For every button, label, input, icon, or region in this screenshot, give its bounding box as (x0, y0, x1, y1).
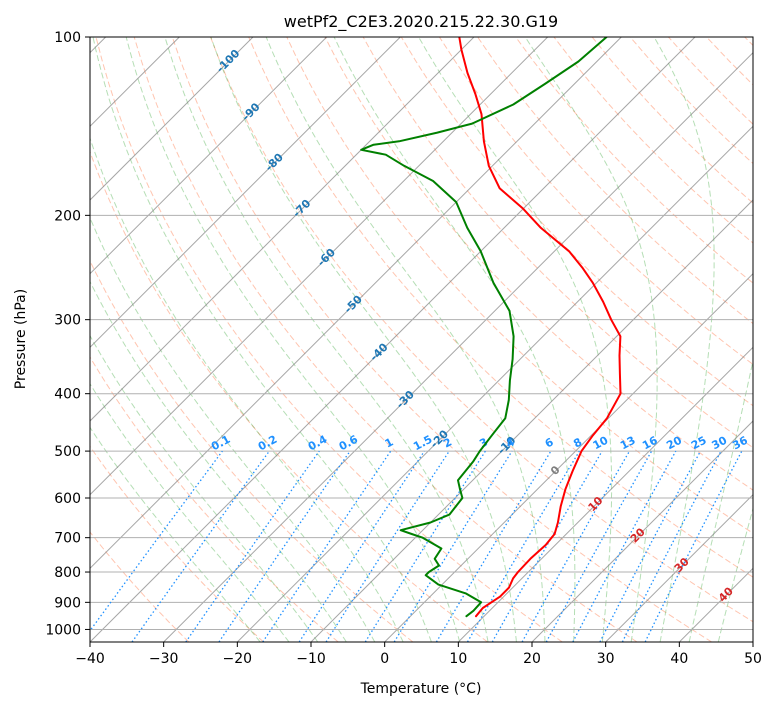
moist-adiabat (418, 37, 613, 642)
moist-adiabat (688, 358, 753, 642)
y-tick-label: 300 (54, 313, 81, 329)
mixing-ratio-line (644, 450, 743, 642)
dry-adiabat (90, 531, 190, 642)
moist-adiabat (90, 426, 261, 642)
isotherm-line (384, 272, 753, 642)
dry-adiabat (248, 37, 753, 578)
mixing-ratio-line (185, 450, 320, 642)
x-axis: −40 −30 −20 −10 0 10 20 30 40 50 (75, 642, 762, 667)
moist-adiabat (90, 136, 404, 642)
isotherm-line (90, 37, 254, 201)
mixing-ratio-line (393, 450, 513, 642)
dry-adiabat (90, 445, 264, 642)
y-axis: 100 200 300 400 500 600 700 800 900 1000 (45, 30, 90, 638)
x-axis-label: Temperature (°C) (360, 681, 482, 697)
moist-adiabat (210, 37, 517, 642)
mixing-ratio-line (131, 450, 270, 642)
mixing-ratio-line (572, 450, 677, 642)
isotherm-line (90, 37, 328, 275)
isotherm-line (163, 51, 753, 642)
x-tick-label: 10 (449, 651, 467, 667)
moist-adiabat (653, 37, 715, 642)
dry-adiabat (133, 37, 638, 642)
mixing-ratio-line (218, 450, 351, 642)
x-tick-label: −40 (75, 651, 105, 667)
dry-adiabat (210, 37, 753, 623)
moist-adiabat (90, 334, 319, 642)
moist-adiabat (164, 37, 489, 642)
mixing-ratio-line (521, 450, 631, 642)
moist-adiabat (524, 37, 658, 642)
dry-adiabat (515, 37, 753, 284)
isotherm-line (90, 37, 475, 422)
moist-adiabat (333, 37, 576, 642)
isotherm-line (605, 493, 753, 642)
y-tick-label: 1000 (45, 622, 81, 638)
x-tick-label: −20 (223, 651, 253, 667)
plot-frame (89, 36, 754, 643)
isotherm-line (90, 37, 401, 349)
x-tick-label: 40 (670, 651, 688, 667)
y-tick-label: 700 (54, 531, 81, 547)
x-tick-label: 20 (523, 651, 541, 667)
moist-adiabat (265, 37, 546, 642)
background-lines (90, 37, 753, 642)
x-tick-label: 0 (380, 651, 389, 667)
mixing-ratio-line (298, 450, 425, 642)
temperature-profile-line (458, 37, 622, 618)
moist-adiabat (125, 37, 461, 642)
isotherm-line (310, 199, 753, 642)
y-tick-label: 900 (54, 595, 81, 611)
isotherm-line (457, 346, 753, 642)
moist-adiabat (90, 280, 347, 642)
moist-adiabat (92, 37, 432, 642)
mixing-ratio-label: 10 (591, 433, 611, 452)
mixing-ratio-label: 16 (640, 434, 660, 453)
dry-adiabat (400, 37, 753, 407)
dry-adiabat (95, 37, 563, 642)
isotherm-line (90, 37, 696, 642)
dewpoint-profile-line (360, 37, 608, 618)
y-tick-label: 100 (54, 30, 81, 46)
dry-adiabat (90, 356, 339, 642)
x-tick-label: −30 (149, 651, 179, 667)
isotherm-line (90, 37, 549, 496)
mixing-ratio-label: 30 (710, 434, 730, 453)
mixing-ratio-label: 13 (618, 434, 638, 453)
x-tick-label: 30 (597, 651, 615, 667)
mixing-ratio-label: 25 (689, 434, 709, 453)
dry-adiabat (90, 150, 488, 642)
mixing-ratio-label: 20 (664, 433, 684, 452)
y-tick-label: 500 (54, 444, 81, 460)
mixing-ratio-line (545, 450, 653, 642)
chart-title: wetPf2_C2E3.2020.215.22.30.G19 (284, 12, 558, 32)
x-tick-label: −10 (296, 651, 326, 667)
dry-adiabat (438, 37, 753, 366)
moist-adiabat (90, 216, 376, 642)
x-tick-label: 50 (744, 651, 762, 667)
mixing-ratio-label: 36 (730, 434, 750, 453)
mixing-ratio-line (325, 450, 450, 642)
y-tick-label: 600 (54, 491, 81, 507)
isotherm-line (236, 125, 753, 642)
profiles (360, 37, 622, 618)
isotherm-line (531, 420, 753, 642)
y-tick-label: 400 (54, 387, 81, 403)
y-tick-label: 200 (54, 208, 81, 224)
mixing-ratio-line (90, 450, 223, 632)
y-axis-label: Pressure (hPa) (13, 289, 29, 389)
moist-adiabat (90, 382, 290, 642)
y-tick-label: 800 (54, 565, 81, 581)
mixing-ratio-line (262, 450, 392, 642)
isotherm-line (90, 37, 622, 570)
